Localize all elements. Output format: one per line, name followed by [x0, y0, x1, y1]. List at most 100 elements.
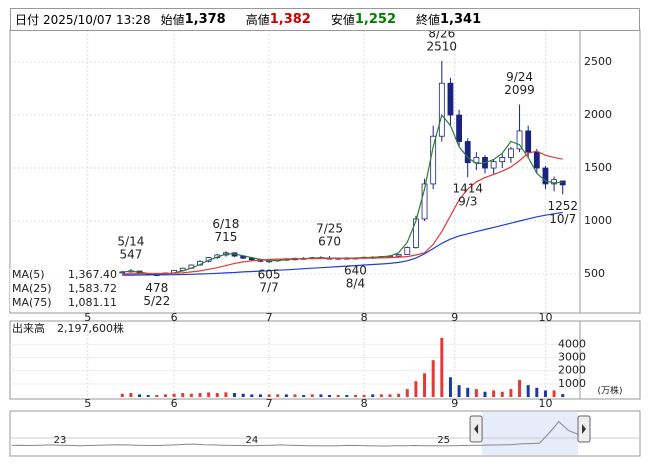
field-label: 終値 — [416, 13, 441, 27]
volume-bar — [345, 395, 349, 397]
date-label: 日付 — [15, 13, 40, 27]
volume-bar — [129, 393, 133, 397]
volume-bar — [526, 385, 530, 397]
volume-bar — [500, 391, 504, 397]
field-value: 1,378 — [184, 12, 226, 27]
candle-body — [499, 157, 506, 163]
volume-bar — [276, 394, 280, 397]
volume-bar — [284, 394, 288, 397]
volume-bar — [457, 385, 461, 397]
volume-total: 2,197,600株 — [57, 321, 124, 335]
candle-body — [525, 130, 532, 153]
legend-value: 1,081.11 — [68, 296, 117, 309]
volume-bar — [207, 392, 211, 397]
volume-bar — [172, 393, 176, 397]
x-tick-label: 5 — [84, 311, 91, 324]
volume-bar — [310, 394, 314, 397]
annotation-date: 5/14 — [117, 235, 144, 249]
volume-bar — [492, 390, 496, 397]
volume-bar — [362, 395, 366, 397]
handle-arrow — [582, 424, 586, 434]
candle-body — [447, 82, 454, 116]
unit-label: (万株) — [597, 385, 622, 397]
volume-bar — [561, 394, 565, 397]
volume-bar — [215, 393, 219, 397]
volume-bar — [552, 390, 556, 397]
legend-name: MA(5) — [12, 268, 45, 281]
volume-bar — [466, 387, 470, 397]
annotation-value: 670 — [318, 235, 341, 249]
x-tick-label: 7 — [266, 311, 273, 324]
volume-bar — [302, 395, 306, 397]
volume-bar — [189, 393, 193, 397]
volume-bar — [198, 393, 202, 397]
annotation-date: 6/18 — [212, 217, 239, 231]
navigator-frame — [9, 410, 641, 457]
volume-bar — [371, 394, 375, 397]
y-tick-label: 1000 — [558, 377, 586, 390]
navigator-label: 23 — [54, 435, 67, 446]
volume-bar — [146, 395, 150, 397]
field-label: 始値 — [160, 13, 185, 27]
annotation-value: 1414 — [452, 182, 483, 196]
legend-name: MA(75) — [12, 296, 52, 309]
field-value: 1,382 — [269, 12, 311, 27]
navigator-line — [11, 420, 579, 447]
ma-line — [122, 150, 563, 275]
annotation-value: 605 — [258, 267, 281, 281]
volume-bar — [233, 393, 237, 397]
volume-bar — [293, 394, 297, 397]
volume-bar — [440, 337, 444, 397]
legend-value: 1,583.72 — [68, 282, 117, 295]
y-tick-label: 1000 — [584, 214, 612, 227]
volume-bar — [224, 392, 228, 397]
annotation-date: 7/7 — [259, 280, 278, 294]
x-tick-label: 8 — [361, 397, 368, 410]
y-tick-label: 4000 — [558, 337, 586, 350]
candle-body — [438, 82, 445, 137]
annotation-value: 715 — [214, 230, 237, 244]
volume-bar — [120, 393, 124, 397]
annotation-date: 7/25 — [316, 222, 343, 236]
candle-body — [559, 180, 566, 186]
y-tick-label: 2500 — [584, 55, 612, 68]
annotation-date: 10/7 — [549, 212, 576, 226]
volume-bar — [483, 391, 487, 397]
y-tick-label: 3000 — [558, 351, 586, 364]
volume-bar — [319, 394, 323, 397]
annotation-date: 8/4 — [346, 277, 365, 291]
navigator-label: 24 — [245, 435, 258, 446]
header: 日付 2025/10/07 13:28 始値 1,378 高値 1,382 安値 1,25… — [10, 8, 640, 31]
y-tick-label: 2000 — [584, 108, 612, 121]
candle-body — [533, 151, 540, 169]
candle-body — [119, 271, 126, 274]
legend-box — [10, 268, 118, 311]
x-tick-label: 10 — [538, 311, 552, 324]
volume-frame — [9, 320, 641, 400]
field-value: 1,252 — [354, 12, 396, 27]
x-tick-label: 6 — [171, 397, 178, 410]
volume-bar — [267, 394, 271, 397]
y-tick-label: 2000 — [558, 364, 586, 377]
field-label: 安値 — [330, 13, 355, 27]
candle-body — [473, 157, 480, 164]
volume-bar — [155, 395, 159, 397]
annotation-date: 9/24 — [506, 70, 533, 84]
navigator-label: 25 — [437, 435, 450, 446]
annotation-value: 2510 — [427, 39, 458, 53]
candle-body — [542, 167, 549, 185]
x-tick-label: 8 — [361, 311, 368, 324]
candle-body — [464, 141, 471, 164]
volume-bar — [379, 394, 383, 397]
volume-bar — [241, 393, 245, 397]
volume-bar — [414, 381, 418, 397]
volume-bar — [328, 395, 332, 397]
volume-bar — [405, 389, 409, 397]
candle-body — [413, 218, 419, 248]
annotation-value: 478 — [145, 281, 168, 295]
volume-bar — [181, 393, 185, 397]
ma-line — [122, 211, 563, 276]
x-tick-label: 7 — [266, 397, 273, 410]
